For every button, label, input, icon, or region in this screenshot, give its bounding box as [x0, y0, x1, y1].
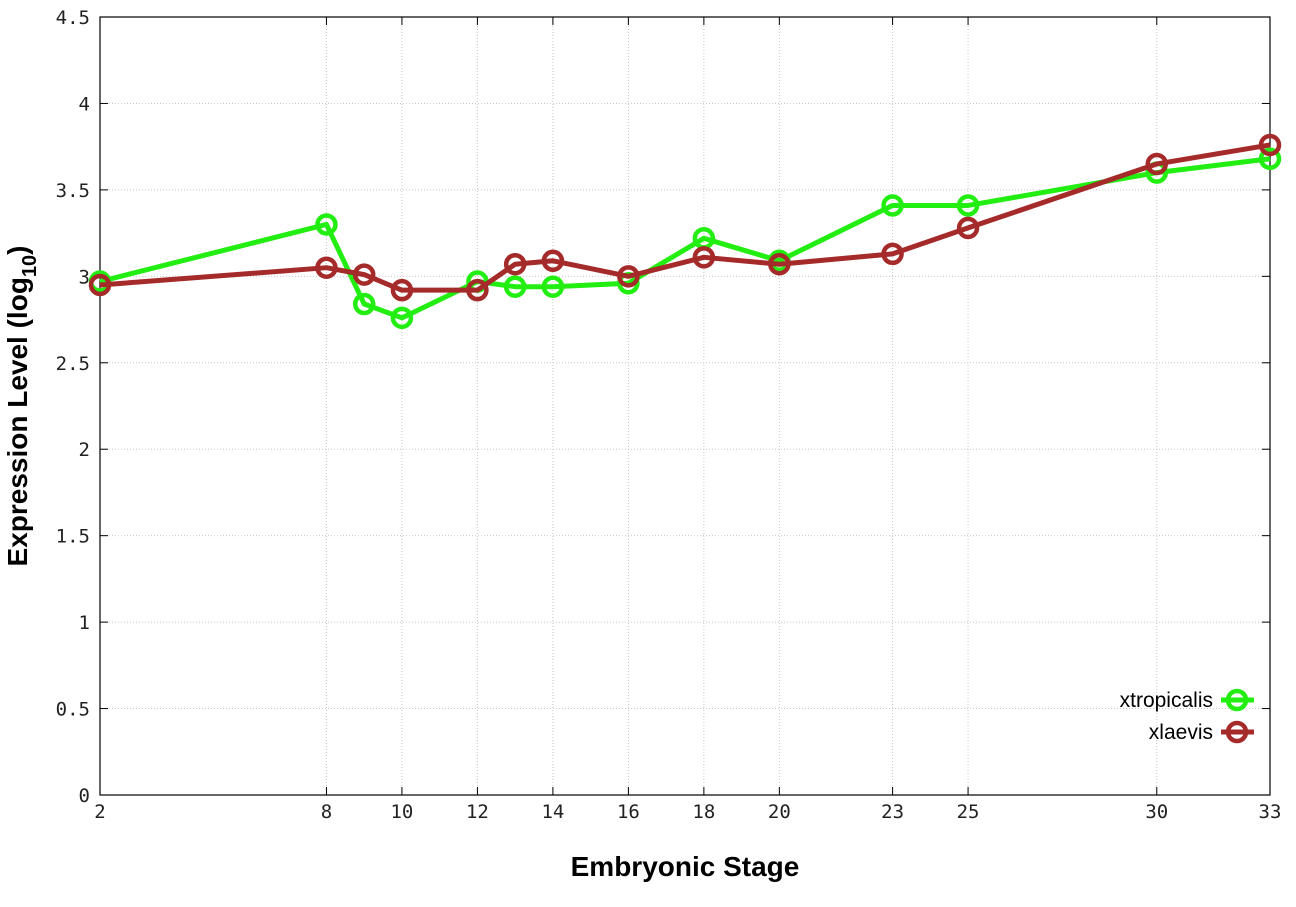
- x-tick-label: 2: [94, 801, 105, 823]
- data-point: [617, 265, 640, 288]
- legend-item-xtropicalis: xtropicalis: [1120, 688, 1254, 712]
- x-tick-label: 20: [768, 801, 791, 823]
- x-tick-label: 18: [692, 801, 715, 823]
- data-point: [1258, 133, 1282, 157]
- x-tick-label: 16: [617, 801, 640, 823]
- grid: [100, 17, 1270, 795]
- data-point: [692, 246, 716, 269]
- data-point: [88, 273, 112, 297]
- x-axis-ticks: 2 8 10 12 14 16 18 20 23 25 30 33: [94, 17, 1281, 823]
- data-point: [466, 278, 489, 302]
- data-point: [1145, 152, 1169, 176]
- y-tick-label: 4.5: [56, 7, 90, 29]
- legend: xtropicalis xlaevis: [1120, 688, 1254, 744]
- y-axis-title-main: Expression Level (log: [2, 277, 33, 566]
- y-tick-label: 2.5: [56, 353, 90, 375]
- x-axis-title: Embryonic Stage: [571, 851, 800, 882]
- data-point: [352, 292, 376, 316]
- y-tick-label: 0.5: [56, 699, 90, 721]
- y-axis-title-subscript: 10: [19, 255, 41, 277]
- plot-frame: [99, 16, 1271, 796]
- y-tick-label: 4: [79, 93, 90, 115]
- y-tick-label: 0: [79, 785, 90, 807]
- data-point: [315, 256, 338, 279]
- data-point: [956, 216, 980, 240]
- series-line: [99, 142, 1271, 293]
- series-xtropicalis: [88, 147, 1282, 330]
- data-point: [315, 213, 338, 236]
- data-point: [541, 249, 565, 273]
- y-tick-label: 3.5: [56, 180, 90, 202]
- data-point: [503, 275, 527, 298]
- data-point: [503, 252, 527, 276]
- legend-swatch-marker: [1225, 720, 1249, 744]
- y-axis-title-close: ): [2, 246, 33, 255]
- x-tick-label: 12: [466, 801, 489, 823]
- legend-swatch-marker: [1225, 688, 1249, 712]
- data-point: [881, 242, 904, 266]
- legend-label: xlaevis: [1149, 721, 1213, 744]
- data-point: [956, 194, 980, 217]
- y-axis-title: Expression Level (log10): [2, 246, 41, 567]
- x-tick-label: 30: [1145, 801, 1168, 823]
- series-line: [99, 156, 1271, 321]
- data-point: [768, 252, 791, 276]
- x-tick-label: 23: [881, 801, 904, 823]
- data-point: [390, 306, 414, 330]
- x-tick-label: 25: [957, 801, 980, 823]
- y-axis-ticks: 0 0.5 1 1.5 2 2.5 3 3.5 4 4.5: [56, 7, 1270, 807]
- x-tick-label: 10: [390, 801, 413, 823]
- data-point: [881, 194, 904, 217]
- legend-item-xlaevis: xlaevis: [1149, 720, 1254, 744]
- y-tick-label: 1.5: [56, 526, 90, 548]
- data-point: [390, 278, 414, 302]
- y-tick-label: 3: [79, 266, 90, 288]
- data-point: [1258, 147, 1282, 171]
- x-tick-label: 14: [541, 801, 564, 823]
- series-group: [88, 133, 1282, 330]
- series-xlaevis: [88, 133, 1282, 302]
- y-tick-label: 1: [79, 612, 90, 634]
- x-tick-label: 33: [1259, 801, 1282, 823]
- data-point: [352, 263, 376, 286]
- x-tick-label: 8: [321, 801, 332, 823]
- legend-label: xtropicalis: [1120, 689, 1213, 712]
- y-tick-label: 2: [79, 439, 90, 461]
- data-point: [541, 275, 565, 298]
